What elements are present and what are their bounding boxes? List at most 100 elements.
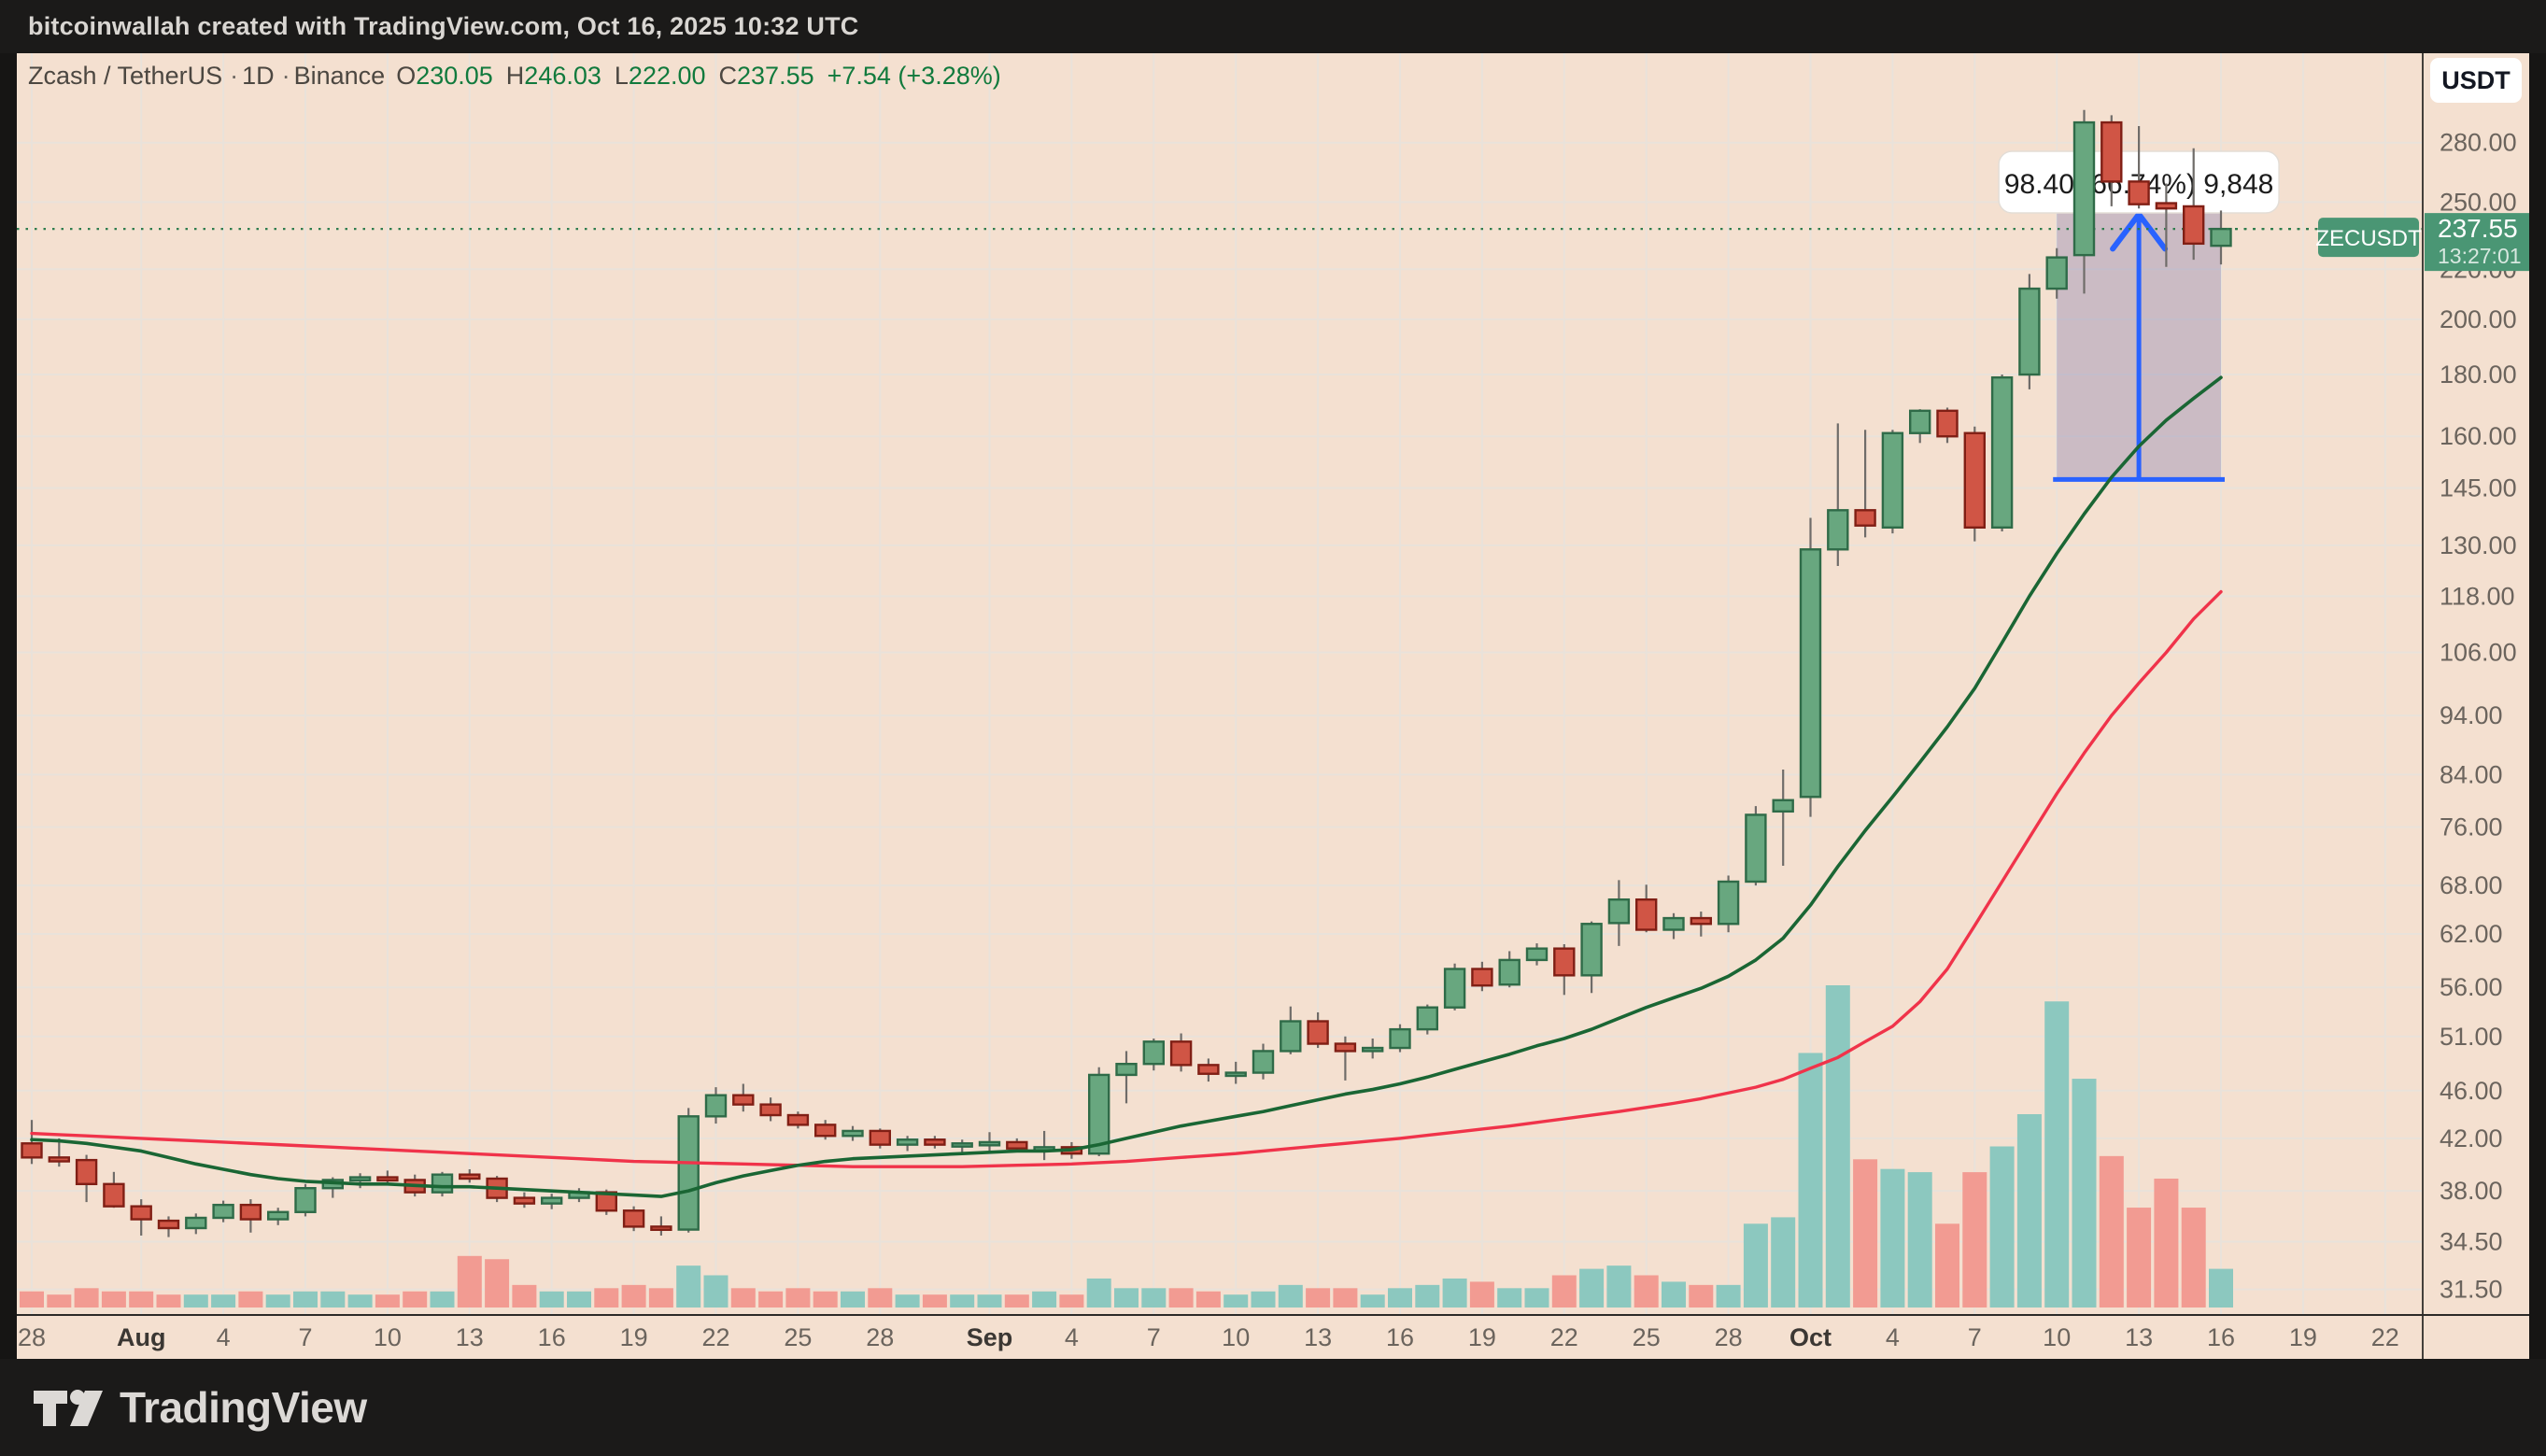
- price-tick-label: 68.00: [2440, 871, 2503, 899]
- time-tick-label: 4: [217, 1323, 231, 1351]
- candle-body: [1006, 1140, 1028, 1150]
- candle-body: [1115, 1062, 1138, 1077]
- legend-ohlc-value: 246.03: [524, 62, 601, 90]
- tradingview-logo[interactable]: TradingView: [32, 1382, 367, 1433]
- volume-bar: [485, 1259, 510, 1308]
- volume-bar: [1059, 1294, 1084, 1308]
- candle-body: [2182, 205, 2205, 246]
- candle-body: [1389, 1027, 1411, 1050]
- volume-bar: [2016, 1114, 2042, 1308]
- time-tick-label: 10: [2043, 1323, 2071, 1351]
- volume-bar: [621, 1284, 646, 1308]
- volume-bar: [2127, 1208, 2152, 1308]
- price-tick-label: 34.50: [2440, 1227, 2503, 1255]
- candle-body: [75, 1158, 98, 1186]
- legend-ohlc-value: 230.05: [416, 62, 493, 90]
- volume-bar: [1195, 1291, 1221, 1308]
- price-tick-label: 62.00: [2440, 920, 2503, 948]
- volume-bar: [594, 1288, 619, 1308]
- time-tick-label: 7: [298, 1323, 312, 1351]
- candle-body: [650, 1225, 672, 1231]
- legend-symbol[interactable]: Zcash / TetherUS: [28, 62, 223, 90]
- volume-bar: [1771, 1217, 1796, 1308]
- volume-bar: [730, 1288, 756, 1308]
- price-tick-label: 200.00: [2440, 305, 2517, 333]
- legend-ohlc-label: L: [614, 62, 629, 90]
- candle-body: [814, 1124, 837, 1138]
- chart-legend[interactable]: Zcash / TetherUS · 1D · Binance O230.05 H…: [28, 62, 1001, 91]
- volume-bar: [265, 1294, 290, 1308]
- candle-body: [951, 1142, 973, 1148]
- time-tick-label: 25: [1633, 1323, 1661, 1351]
- volume-bar: [2181, 1208, 2206, 1308]
- legend-interval[interactable]: 1D: [242, 62, 275, 90]
- volume-bar: [101, 1291, 126, 1308]
- ma-slow-line: [30, 589, 2223, 1168]
- time-tick-label: 16: [2207, 1323, 2235, 1351]
- volume-bar: [1388, 1288, 1412, 1308]
- ma-fast-line: [30, 375, 2223, 1198]
- volume-bar: [1825, 985, 1850, 1308]
- volume-bar: [347, 1294, 373, 1308]
- volume-bar: [1114, 1288, 1139, 1308]
- volume-bar: [922, 1294, 947, 1308]
- symbol-badge-label: ZECUSDT: [2315, 226, 2422, 251]
- candle-body: [1881, 431, 1904, 530]
- time-axis[interactable]: 28 Aug 4 7 10 13 16 19 22 25 28 Sep 4 7 10 13 16 19 22 25 28…: [18, 1323, 2399, 1351]
- time-tick-label: 4: [1065, 1323, 1079, 1351]
- volume-bar: [1524, 1288, 1549, 1308]
- currency-button-bg[interactable]: [2430, 58, 2522, 103]
- candle-body: [1799, 548, 1822, 799]
- price-tick-label: 76.00: [2440, 813, 2503, 841]
- volume-bar: [512, 1284, 537, 1308]
- watermark-text: bitcoinwallah created with TradingView.c…: [28, 12, 859, 40]
- price-tick-label: 250.00: [2440, 188, 2517, 216]
- volume-bar: [2044, 1001, 2070, 1308]
- time-tick-month-label: Oct: [1789, 1323, 1832, 1351]
- price-scale[interactable]: 280.00250.00220.00200.00180.00160.00145.…: [2425, 58, 2529, 1304]
- candle-body: [704, 1094, 728, 1118]
- candle-body: [267, 1210, 290, 1221]
- candle-body: [103, 1182, 125, 1208]
- legend-exchange[interactable]: Binance: [293, 62, 386, 90]
- volume-bar: [567, 1291, 591, 1308]
- candle-body: [1416, 1006, 1439, 1031]
- volume-bar: [1551, 1275, 1577, 1308]
- volume-bar: [156, 1294, 181, 1308]
- time-tick-label: 25: [784, 1323, 812, 1351]
- legend-ohlc-label: H: [505, 62, 525, 90]
- volume-bar: [758, 1291, 784, 1308]
- time-tick-label: 19: [2289, 1323, 2317, 1351]
- volume-bar: [403, 1291, 428, 1308]
- candle-body: [869, 1129, 891, 1146]
- candle-body: [2210, 227, 2232, 247]
- candle-body: [1498, 958, 1521, 986]
- legend-separator-icon: ·: [281, 62, 290, 90]
- price-tick-label: 130.00: [2440, 531, 2517, 559]
- candle-body: [1252, 1050, 1275, 1074]
- candle-body: [1690, 916, 1713, 926]
- volume-bar: [1141, 1288, 1167, 1308]
- candle-body: [1361, 1046, 1384, 1053]
- price-tick-label: 180.00: [2440, 360, 2517, 389]
- volume-bar: [2072, 1079, 2097, 1308]
- legend-ohlc-value: 237.55: [737, 62, 814, 90]
- volume-bar: [1086, 1278, 1111, 1308]
- time-tick-label: 7: [1968, 1323, 1982, 1351]
- volume-bar: [1032, 1291, 1057, 1308]
- candle-body: [376, 1176, 399, 1182]
- volume-bar: [1415, 1284, 1440, 1308]
- candle-body: [2128, 180, 2150, 205]
- time-tick-label: 16: [1386, 1323, 1414, 1351]
- volume-bar: [813, 1291, 838, 1308]
- currency-button-label[interactable]: USDT: [2441, 66, 2511, 94]
- candle-body: [1936, 409, 1959, 438]
- volume-bar: [1469, 1281, 1494, 1308]
- candle-body: [1280, 1020, 1302, 1053]
- volume-bar: [1306, 1288, 1331, 1308]
- volume-bar: [293, 1291, 318, 1308]
- volume-bar: [375, 1294, 400, 1308]
- currency-unit-button[interactable]: USDT: [2430, 58, 2522, 103]
